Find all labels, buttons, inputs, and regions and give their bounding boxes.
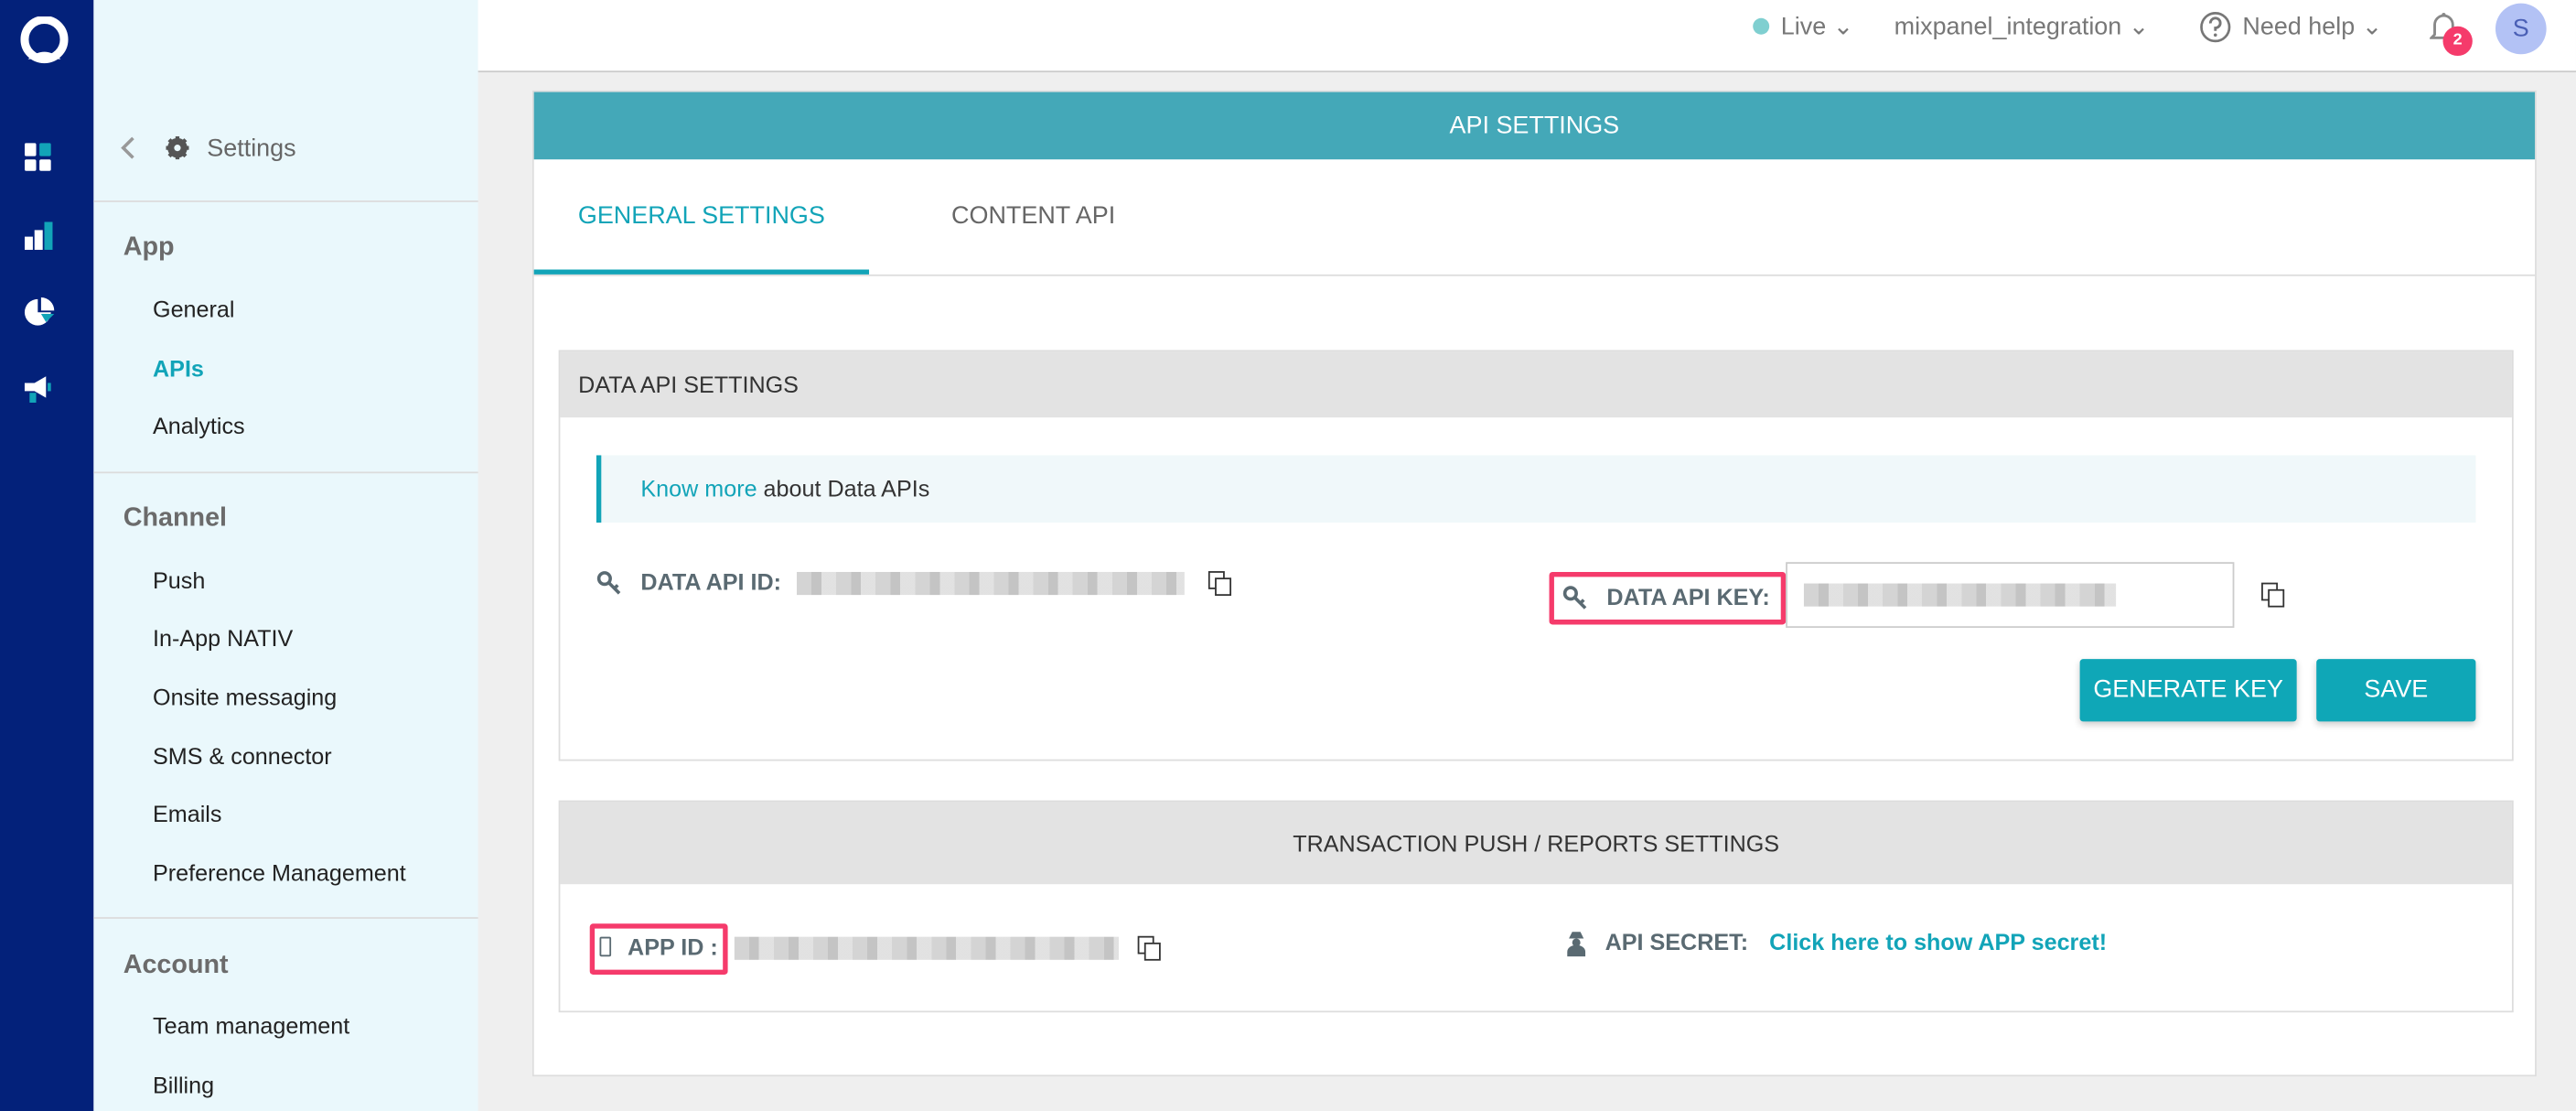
segments-icon[interactable] xyxy=(23,296,56,329)
settings-sidebar: Settings App General APIs Analytics Chan… xyxy=(93,0,478,1111)
app-rail xyxy=(0,0,94,1111)
sidebar-item-billing[interactable]: Billing xyxy=(153,1071,215,1098)
environment-dropdown[interactable]: Live ⌄ xyxy=(1780,13,1854,41)
analytics-icon[interactable] xyxy=(24,221,54,251)
sidebar-item-emails[interactable]: Emails xyxy=(153,800,222,827)
save-button[interactable]: SAVE xyxy=(2316,659,2476,722)
data-api-key-label: DATA API KEY: xyxy=(1606,583,1770,610)
data-api-title: DATA API SETTINGS xyxy=(560,351,2512,418)
tab-general-settings[interactable]: GENERAL SETTINGS xyxy=(533,159,870,275)
show-secret-link[interactable]: Click here to show APP secret! xyxy=(1769,928,2108,955)
app-label: mixpanel_integration xyxy=(1894,13,2122,41)
environment-label: Live xyxy=(1780,13,1827,41)
back-icon[interactable] xyxy=(120,136,136,159)
divider xyxy=(93,917,478,919)
data-api-id-label: DATA API ID: xyxy=(640,568,782,596)
app-id-highlight xyxy=(589,923,728,975)
sidebar-item-apis[interactable]: APIs xyxy=(153,354,204,382)
info-box: Know more about Data APIs xyxy=(596,455,2476,523)
notification-badge: 2 xyxy=(2442,26,2473,57)
data-api-key-highlight xyxy=(1549,571,1787,625)
sidebar-item-sms[interactable]: SMS & connector xyxy=(153,742,332,770)
campaigns-icon[interactable] xyxy=(23,374,56,407)
sidebar-item-preferences[interactable]: Preference Management xyxy=(153,859,406,886)
api-secret-label: API SECRET: xyxy=(1605,928,1749,955)
tab-divider xyxy=(533,274,2536,276)
app-dropdown[interactable]: mixpanel_integration ⌄ xyxy=(1894,13,2150,41)
copy-icon[interactable] xyxy=(2260,582,2287,609)
know-more-link[interactable]: Know more xyxy=(640,475,757,502)
tab-content-api[interactable]: CONTENT API xyxy=(951,201,1116,231)
info-text: about Data APIs xyxy=(757,475,930,502)
sidebar-item-inapp[interactable]: In-App NATIV xyxy=(153,624,294,652)
transaction-title: TRANSACTION PUSH / REPORTS SETTINGS xyxy=(560,802,2512,885)
sidebar-item-team[interactable]: Team management xyxy=(153,1012,350,1040)
settings-title: Settings xyxy=(207,135,296,163)
copy-icon[interactable] xyxy=(1137,935,1164,962)
divider xyxy=(93,471,478,474)
mobile-icon xyxy=(599,936,612,957)
app-id-value xyxy=(734,936,1120,960)
sidebar-item-analytics[interactable]: Analytics xyxy=(153,412,245,439)
sidebar-item-general[interactable]: General xyxy=(153,296,235,322)
help-dropdown[interactable]: Need help ⌄ xyxy=(2242,13,2383,41)
secret-agent-icon xyxy=(1567,932,1586,957)
app-id-label: APP ID : xyxy=(628,933,718,960)
gear-icon xyxy=(166,136,189,160)
section-account: Account xyxy=(123,951,229,980)
data-api-panel: DATA API SETTINGS Know more about Data A… xyxy=(558,350,2514,761)
data-api-id-value xyxy=(797,571,1185,596)
sidebar-item-onsite[interactable]: Onsite messaging xyxy=(153,684,338,710)
generate-key-button[interactable]: GENERATE KEY xyxy=(2079,659,2297,722)
logo-icon xyxy=(20,16,69,64)
section-channel: Channel xyxy=(123,504,228,533)
section-app: App xyxy=(123,233,175,262)
sidebar-item-push[interactable]: Push xyxy=(153,566,206,594)
help-label: Need help xyxy=(2242,13,2356,41)
dashboard-icon[interactable] xyxy=(24,143,54,172)
card-title: API SETTINGS xyxy=(533,92,2536,160)
help-icon xyxy=(2200,12,2231,43)
live-dot-icon xyxy=(1753,17,1770,35)
key-icon xyxy=(596,571,621,595)
copy-icon[interactable] xyxy=(1208,570,1234,597)
avatar[interactable]: S xyxy=(2495,3,2547,55)
data-api-key-input[interactable] xyxy=(1786,562,2235,629)
api-settings-card: API SETTINGS GENERAL SETTINGS CONTENT AP… xyxy=(531,90,2537,1077)
transaction-panel: TRANSACTION PUSH / REPORTS SETTINGS APP … xyxy=(558,800,2514,1013)
key-icon xyxy=(1562,586,1587,609)
top-bar: Live ⌄ mixpanel_integration ⌄ Need help … xyxy=(478,0,2576,73)
